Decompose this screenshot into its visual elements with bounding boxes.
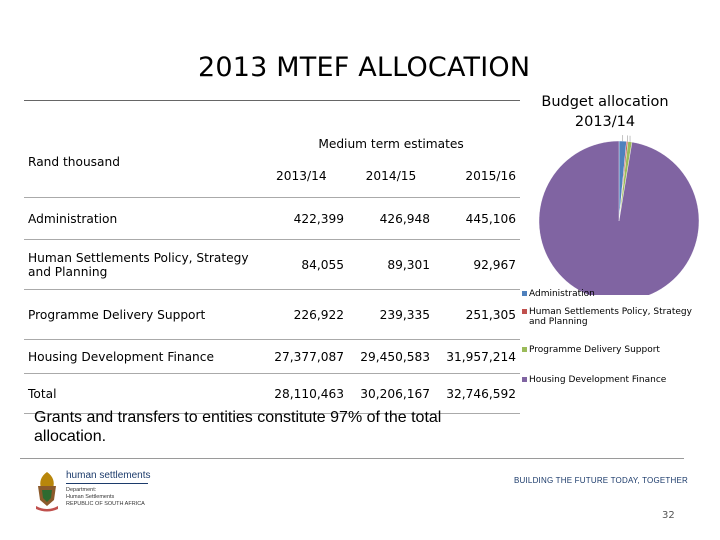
pie-slice — [538, 140, 700, 295]
table-cell: 31,957,214 — [434, 339, 521, 374]
footer-divider — [20, 458, 684, 459]
legend-label: Human Settlements Policy, Strategy and P… — [529, 307, 692, 327]
footer-note: Grants and transfers to entities constit… — [34, 409, 442, 445]
legend-item: Housing Development Finance — [522, 375, 666, 385]
tagline: BUILDING THE FUTURE TODAY, TOGETHER — [514, 476, 688, 485]
legend-swatch — [522, 347, 527, 352]
table-row: Housing Development Finance 27,377,087 2… — [24, 339, 521, 374]
table-cell: 29,450,583 — [348, 339, 434, 374]
department-line: REPUBLIC OF SOUTH AFRICA — [66, 501, 145, 507]
row-label: Housing Development Finance — [24, 339, 262, 374]
table-cell: 92,967 — [434, 239, 521, 290]
table-corner-cell — [24, 100, 262, 155]
medium-term-estimates-header: Medium term estimates — [262, 100, 521, 155]
table-cell: 426,948 — [348, 197, 434, 240]
table-cell: 422,399 — [262, 197, 348, 240]
legend-swatch — [522, 377, 527, 382]
year-header: 2015/16 — [434, 155, 521, 198]
department-line: Human Settlements — [66, 494, 115, 500]
row-label: Administration — [24, 197, 262, 240]
department-line: Department: — [66, 487, 97, 493]
allocation-table: Medium term estimates Rand thousand 2013… — [24, 100, 521, 414]
department-name: human settlements — [66, 470, 151, 481]
page-number: 32 — [662, 510, 675, 521]
chart-title: Budget allocation 2013/14 — [541, 94, 669, 130]
table-cell: 239,335 — [348, 289, 434, 340]
legend-swatch — [522, 291, 527, 296]
slide-title: 2013 MTEF ALLOCATION — [198, 52, 531, 83]
legend-item: Human Settlements Policy, Strategy and P… — [522, 307, 699, 327]
unit-label: Rand thousand — [24, 155, 262, 198]
department-rule — [66, 483, 148, 484]
row-label: Programme Delivery Support — [24, 289, 262, 340]
table-cell: 32,746,592 — [434, 373, 521, 414]
department-branding: human settlements Department: Human Sett… — [66, 470, 151, 508]
pie-chart: 1.5%0.3%0.8%97.4% — [538, 135, 700, 295]
table-group-header-row: Medium term estimates — [24, 100, 521, 155]
table-cell: 27,377,087 — [262, 339, 348, 374]
table-cell: 445,106 — [434, 197, 521, 240]
legend-label: Housing Development Finance — [529, 375, 667, 385]
table-cell: 30,206,167 — [348, 373, 434, 414]
table-cell: 226,922 — [262, 289, 348, 340]
legend-label: Programme Delivery Support — [529, 345, 660, 355]
table-total-row: Total 28,110,463 30,206,167 32,746,592 — [24, 373, 521, 414]
legend-item: Programme Delivery Support — [522, 345, 660, 355]
table-cell: 251,305 — [434, 289, 521, 340]
table-cell: 89,301 — [348, 239, 434, 290]
table-header-row: Rand thousand 2013/14 2014/15 2015/16 — [24, 155, 521, 198]
table-cell: 28,110,463 — [262, 373, 348, 414]
table-cell: 84,055 — [262, 239, 348, 290]
legend-swatch — [522, 309, 527, 314]
row-label: Human Settlements Policy, Strategy and P… — [24, 239, 262, 290]
legend-label: Administration — [529, 289, 595, 299]
legend-item: Administration — [522, 289, 595, 299]
table-row: Administration 422,399 426,948 445,106 — [24, 197, 521, 240]
table-row: Programme Delivery Support 226,922 239,3… — [24, 289, 521, 340]
table-row: Human Settlements Policy, Strategy and P… — [24, 239, 521, 290]
year-header: 2013/14 — [262, 155, 348, 198]
row-label: Total — [24, 373, 262, 414]
coat-of-arms-icon — [36, 472, 58, 512]
year-header: 2014/15 — [348, 155, 434, 198]
